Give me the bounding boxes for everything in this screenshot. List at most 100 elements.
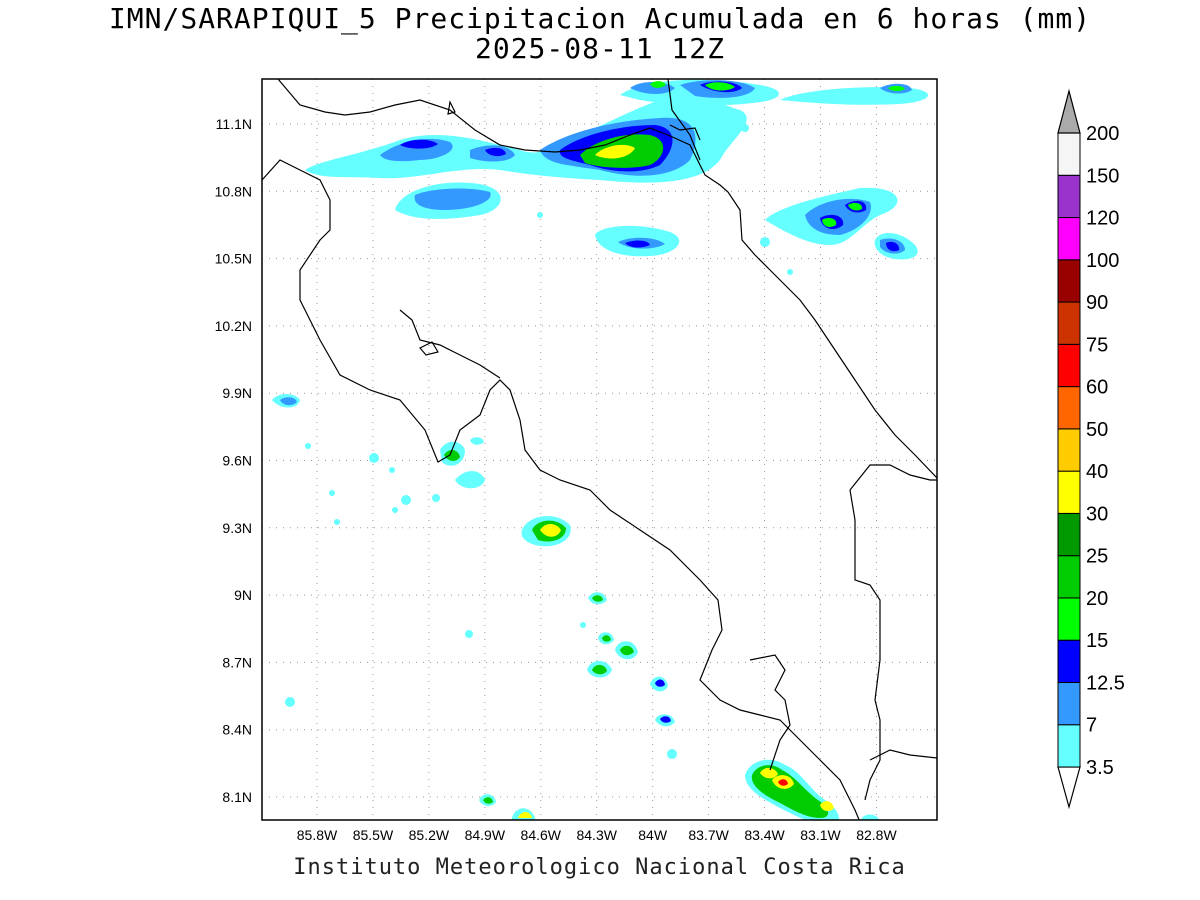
- precip-area: [592, 595, 603, 602]
- precip-area: [705, 82, 735, 91]
- colorbar-label: 7: [1086, 715, 1097, 737]
- colorbar-label: 3.5: [1086, 757, 1114, 779]
- footer-credit: Instituto Meteorologico Nacional Costa R…: [293, 855, 906, 880]
- precip-area: [751, 765, 829, 818]
- colorbar-label: 40: [1086, 461, 1108, 483]
- precip-area: [602, 635, 611, 642]
- colorbar-label: 150: [1086, 165, 1119, 187]
- precip-spot: [787, 269, 793, 275]
- precip-area: [778, 779, 788, 786]
- precip-spot: [401, 495, 411, 505]
- coastlines: [262, 79, 937, 820]
- grid-lines: [262, 79, 937, 820]
- chart-subtitle: 2025-08-11 12Z: [474, 32, 725, 65]
- colorbar-label: 30: [1086, 503, 1108, 525]
- precip-spot: [432, 494, 440, 502]
- precip-area: [455, 471, 485, 489]
- x-tick-label: 83.7W: [688, 827, 729, 843]
- colorbar-swatch: [1057, 597, 1081, 641]
- precip-area: [625, 240, 650, 248]
- precip-area: [280, 397, 297, 406]
- colorbar-swatch: [1057, 512, 1081, 557]
- colorbar-label: 60: [1086, 377, 1108, 399]
- colorbar-label: 200: [1086, 123, 1119, 145]
- x-tick-label: 84W: [638, 827, 668, 843]
- precip-area: [822, 217, 837, 228]
- colorbar-swatch: [1057, 174, 1081, 219]
- colorbar-swatch: [1057, 470, 1081, 514]
- y-tick-label: 9.6N: [222, 453, 252, 469]
- y-tick-label: 8.4N: [222, 722, 252, 738]
- colorbar-upper-extend: [1057, 88, 1081, 134]
- precip-area: [886, 241, 900, 252]
- precip-spot: [537, 212, 543, 218]
- colorbar-swatch: [1057, 343, 1081, 388]
- x-tick-label: 83.1W: [800, 827, 841, 843]
- precip-spot: [334, 519, 340, 525]
- colorbar-label: 20: [1086, 588, 1108, 610]
- precip-area: [655, 679, 665, 687]
- precip-area: [595, 144, 635, 159]
- precipitation-field: [272, 79, 929, 820]
- x-tick-label: 85.8W: [297, 827, 338, 843]
- colorbar-label: 120: [1086, 208, 1119, 230]
- colorbar-label: 12.5: [1086, 672, 1125, 694]
- precip-area: [888, 85, 905, 92]
- precip-spot: [465, 630, 473, 638]
- colorbar-lower-extend: [1057, 766, 1081, 810]
- colorbar-swatch: [1057, 217, 1081, 261]
- precip-area: [860, 814, 880, 820]
- precip-area: [483, 797, 493, 804]
- colorbar-swatch: [1057, 724, 1081, 768]
- colorbar-swatch: [1057, 639, 1081, 683]
- y-tick-label: 9N: [234, 587, 252, 603]
- y-tick-label: 8.7N: [222, 654, 252, 670]
- x-tick-label: 82.8W: [856, 827, 897, 843]
- y-axis-ticks: 11.1N 10.8N 10.5N 10.2N 9.9N 9.6N 9.3N 9N 8.7N 8.…: [215, 116, 252, 805]
- precip-spot: [389, 467, 395, 473]
- colorbar-swatch: [1057, 132, 1081, 176]
- y-tick-label: 11.1N: [216, 116, 252, 132]
- colorbar-label: 75: [1086, 334, 1108, 356]
- precip-spot: [305, 443, 311, 449]
- colorbar-label: 100: [1086, 250, 1119, 272]
- y-tick-label: 9.9N: [222, 385, 252, 401]
- colorbar-swatch: [1057, 301, 1081, 345]
- colorbar-label: 90: [1086, 292, 1108, 314]
- precip-spot: [285, 697, 295, 707]
- y-tick-label: 8.1N: [222, 789, 252, 805]
- precip-area: [400, 139, 438, 149]
- colorbar-label: 50: [1086, 419, 1108, 441]
- colorbar-swatch: [1057, 386, 1081, 430]
- precip-area: [660, 716, 671, 723]
- precip-area: [820, 801, 834, 812]
- precip-area: [848, 202, 863, 211]
- precip-spot: [760, 237, 770, 247]
- precip-spot: [580, 622, 586, 628]
- precip-area: [414, 188, 491, 210]
- colorbar-legend: 3.5 7 12.5 15 20 25 30 40 50 60 75 90 100 120 150 200: [1057, 88, 1125, 810]
- y-tick-label: 10.5N: [215, 251, 252, 267]
- plot-frame: [261, 78, 938, 821]
- precip-area: [620, 645, 634, 656]
- colorbar-swatch: [1057, 681, 1081, 726]
- x-tick-label: 83.4W: [744, 827, 785, 843]
- precip-area: [518, 812, 532, 818]
- colorbar-swatch: [1057, 428, 1081, 472]
- x-tick-label: 84.6W: [521, 827, 562, 843]
- y-tick-label: 10.2N: [215, 318, 252, 334]
- colorbar-label: 25: [1086, 546, 1108, 568]
- precip-spot: [369, 453, 379, 463]
- precip-area: [650, 81, 666, 88]
- y-tick-label: 9.3N: [222, 520, 252, 536]
- precip-area: [592, 664, 607, 675]
- precip-area: [485, 147, 506, 157]
- x-tick-label: 84.3W: [576, 827, 617, 843]
- x-axis-ticks: 85.8W 85.5W 85.2W 84.9W 84.6W 84.3W 84W 83.7W 83…: [297, 827, 898, 843]
- precip-area: [470, 437, 484, 445]
- precip-spot: [329, 490, 335, 496]
- colorbar-swatch: [1057, 259, 1081, 303]
- precip-spot: [392, 507, 398, 513]
- precip-area: [760, 767, 778, 779]
